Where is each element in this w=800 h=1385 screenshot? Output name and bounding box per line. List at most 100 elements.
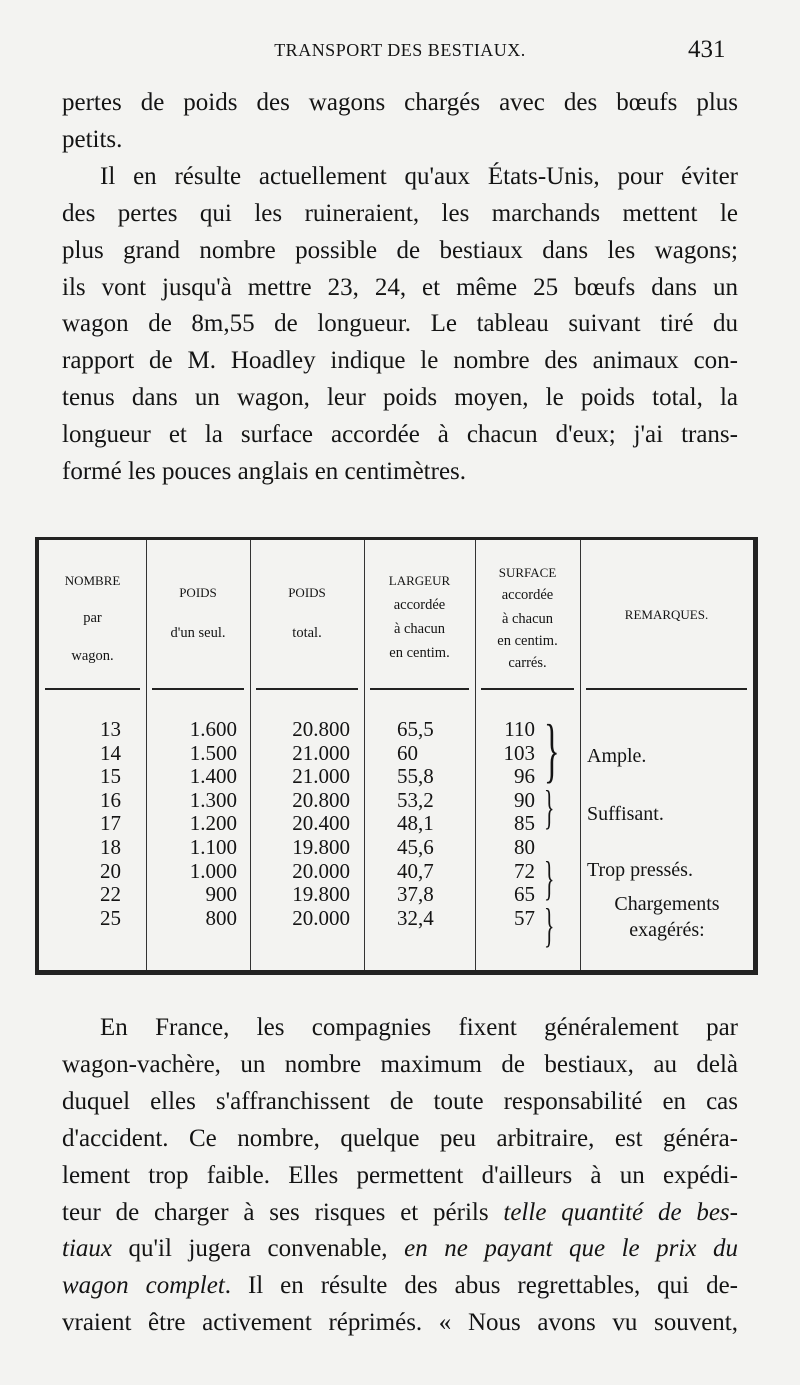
table-cell: 1.000 bbox=[189, 858, 237, 883]
brace-icon: } bbox=[544, 899, 555, 952]
table-cell: 19.800 bbox=[292, 882, 350, 907]
text-line: des pertes qui les ruineraient, les marc… bbox=[62, 199, 738, 227]
table-cell: 1.600 bbox=[189, 717, 237, 741]
table-cell: 53,2 bbox=[397, 787, 434, 812]
header-rule bbox=[45, 688, 140, 690]
italic-text: tiaux bbox=[62, 1235, 112, 1263]
table-cell: 40,7 bbox=[397, 858, 434, 883]
table-cell: 1.200 bbox=[189, 811, 237, 836]
table-cell: 21.000 bbox=[292, 740, 350, 765]
text-line: wagon-vachère, un nombre maximum de best… bbox=[62, 1050, 738, 1080]
column-header: POIDS bbox=[288, 585, 326, 600]
table-cell: 16 bbox=[100, 787, 121, 812]
italic-text: en ne payant que le prix du bbox=[404, 1235, 738, 1263]
remark-label: Trop pressés. bbox=[587, 859, 693, 881]
text-line: lement trop faible. Elles permettent d'a… bbox=[62, 1161, 738, 1191]
running-title: TRANSPORT DES BESTIAUX. bbox=[274, 40, 526, 60]
text-line: vraient être activement réprimés. « Nous… bbox=[62, 1308, 738, 1338]
column-header: à chacun bbox=[393, 621, 446, 637]
remark-label: Ample. bbox=[587, 745, 647, 767]
text-line: wagon de 8m,55 de longueur. Le tableau s… bbox=[62, 310, 738, 338]
brace-icon: } bbox=[544, 852, 555, 905]
column-header: par bbox=[83, 610, 102, 626]
text-line: petits. bbox=[62, 125, 123, 153]
table-cell: 85 bbox=[514, 811, 535, 836]
text-segment: d'accident. Ce nombre, quelque peu arbit… bbox=[62, 1124, 738, 1152]
italic-text: telle quantité de bes- bbox=[503, 1198, 738, 1226]
table-cell: 55,8 bbox=[397, 764, 434, 789]
table-cell: 1.100 bbox=[189, 835, 237, 859]
table-cell: 96 bbox=[514, 764, 535, 789]
brace-icon: } bbox=[544, 710, 560, 790]
table-cell: 22 bbox=[100, 882, 121, 907]
column-header: LARGEUR bbox=[388, 573, 451, 588]
text-segment: wagon-vachère, un nombre maximum de best… bbox=[62, 1050, 738, 1078]
remark-label: exagérés: bbox=[629, 919, 705, 941]
table-cell: 48,1 bbox=[397, 811, 434, 836]
column-header: à chacun bbox=[501, 611, 554, 627]
text-line: tenus dans un wagon, leur poids moyen, l… bbox=[62, 384, 738, 412]
table-cell: 18 bbox=[100, 835, 121, 859]
text-line: ils vont jusqu'à mettre 23, 24, et même … bbox=[62, 273, 738, 301]
column-header: total. bbox=[292, 625, 322, 641]
text-line: tiaux qu'il jugera convenable, en ne pay… bbox=[62, 1234, 738, 1264]
text-segment: En France, les compagnies fixent général… bbox=[100, 1014, 738, 1041]
text-segment: vraient être activement réprimés. « Nous… bbox=[62, 1309, 738, 1337]
text-line: Il en résulte actuellement qu'aux États-… bbox=[100, 162, 738, 190]
text-line: formé les pouces anglais en centimètres. bbox=[62, 458, 467, 485]
table-cell: 80 bbox=[514, 835, 535, 859]
table-cell: 90 bbox=[514, 787, 535, 812]
remark-label: Chargements bbox=[614, 893, 720, 915]
header-rule bbox=[481, 688, 574, 690]
brace-icon: } bbox=[544, 781, 555, 834]
column-divider bbox=[580, 540, 581, 970]
table-cell: 57 bbox=[514, 905, 535, 930]
table-cell: 15 bbox=[100, 764, 121, 789]
text-line: longueur et la surface accordée à chacun… bbox=[62, 421, 738, 449]
column-header: NOMBRE bbox=[64, 573, 121, 588]
text-segment: teur de charger à ses risques et périls bbox=[62, 1198, 504, 1226]
table-cell: 1.300 bbox=[189, 787, 237, 812]
column-header: en centim. bbox=[497, 633, 558, 649]
table-cell: 32,4 bbox=[397, 905, 434, 930]
text-segment: lement trop faible. Elles permettent d'a… bbox=[62, 1161, 738, 1189]
table-cell: 25 bbox=[100, 905, 121, 930]
column-header: accordée bbox=[393, 597, 446, 613]
table-cell: 20.800 bbox=[292, 787, 350, 812]
header-rule bbox=[152, 688, 244, 690]
table-cell: 20.000 bbox=[292, 905, 350, 930]
italic-text: wagon complet bbox=[62, 1272, 225, 1300]
text-line: En France, les compagnies fixent général… bbox=[100, 1013, 738, 1043]
table-cell: 37,8 bbox=[397, 882, 434, 907]
text-line: pertes de poids des wagons chargés avec … bbox=[62, 89, 738, 116]
table-cell: 900 bbox=[205, 882, 238, 907]
data-table: NOMBRE par wagon. POIDS d'un seul. POIDS total… bbox=[35, 537, 758, 975]
text-line: teur de charger à ses risques et périls … bbox=[62, 1198, 738, 1228]
text-segment: duquel elles s'affranchissent de toute r… bbox=[62, 1087, 738, 1115]
column-header: wagon. bbox=[71, 648, 114, 664]
table-cell: 65 bbox=[514, 882, 535, 907]
column-header: d'un seul. bbox=[170, 625, 226, 641]
table-cell: 1.500 bbox=[189, 740, 237, 765]
column-divider bbox=[475, 540, 476, 970]
table-cell: 20 bbox=[100, 858, 121, 883]
table-cell: 72 bbox=[514, 858, 535, 883]
column-divider bbox=[146, 540, 147, 970]
text-line: plus grand nombre possible de bestiaux d… bbox=[62, 236, 738, 264]
header-rule bbox=[586, 688, 747, 690]
column-header: SURFACE bbox=[498, 565, 557, 580]
table-cell: 1.400 bbox=[189, 764, 237, 789]
table-cell: 21.000 bbox=[292, 764, 350, 789]
column-header: accordée bbox=[501, 587, 554, 603]
table-cell: 17 bbox=[100, 811, 121, 836]
text-line: wagon complet. Il en résulte des abus re… bbox=[62, 1271, 738, 1301]
table-cell: 19.800 bbox=[292, 835, 350, 859]
header-rule bbox=[256, 688, 358, 690]
table-cell: 14 bbox=[100, 740, 121, 765]
column-header: carrés. bbox=[508, 655, 547, 671]
column-divider bbox=[250, 540, 251, 970]
header-rule bbox=[370, 688, 469, 690]
column-divider bbox=[364, 540, 365, 970]
table-cell: 20.800 bbox=[292, 717, 350, 741]
table-cell: 60 bbox=[397, 740, 418, 765]
